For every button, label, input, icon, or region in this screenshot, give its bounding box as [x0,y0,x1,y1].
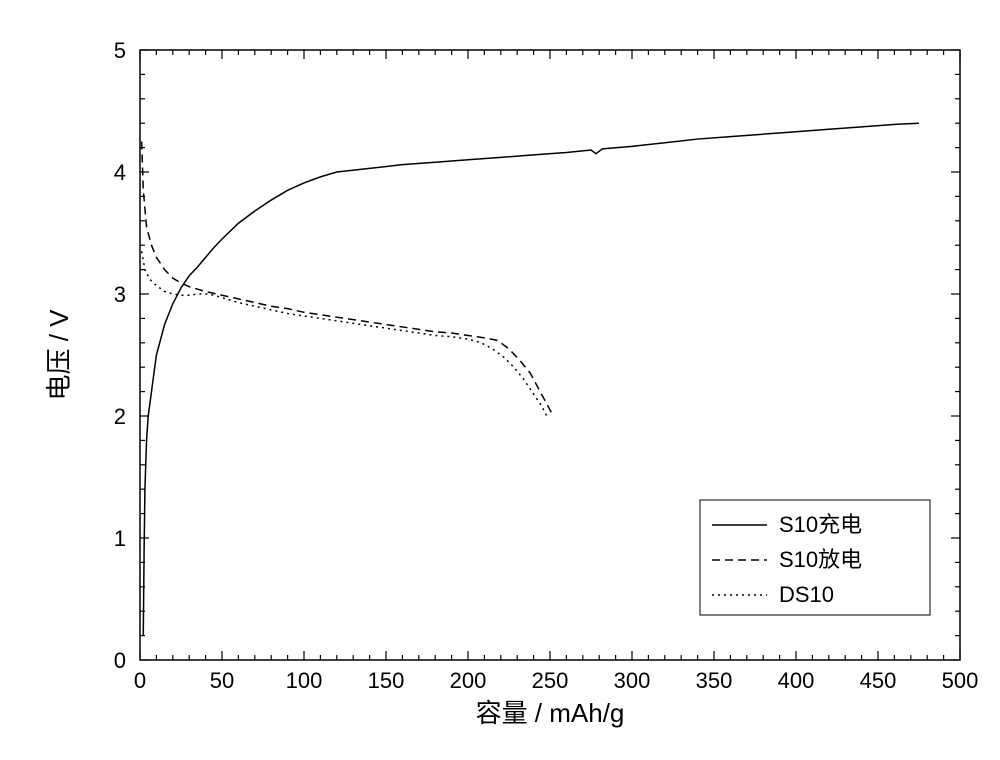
x-tick-label: 100 [286,668,323,693]
x-tick-label: 450 [860,668,897,693]
x-tick-label: 150 [368,668,405,693]
y-tick-label: 1 [114,526,126,551]
voltage-capacity-chart: 0 50 100 150 200 250 300 350 400 450 500 0 1 2 3 4 5 容量 /… [20,20,980,740]
y-tick-label: 3 [114,282,126,307]
legend-label: S10充电 [779,512,862,537]
x-axis-label: 容量 / mAh/g [476,698,625,728]
legend-label: DS10 [779,582,834,607]
y-tick-label: 0 [114,648,126,673]
x-tick-label: 200 [450,668,487,693]
y-tick-label: 2 [114,404,126,429]
legend-label: S10放电 [779,547,862,572]
x-tick-label: 50 [210,668,234,693]
x-tick-label: 400 [778,668,815,693]
x-tick-label: 300 [614,668,651,693]
chart-svg: 0 50 100 150 200 250 300 350 400 450 500 0 1 2 3 4 5 容量 /… [20,20,980,740]
y-axis-label: 电压 / V [44,309,74,401]
y-tick-label: 4 [114,160,126,185]
x-tick-label: 350 [696,668,733,693]
y-tick-label: 5 [114,38,126,63]
x-tick-label: 250 [532,668,569,693]
x-tick-label: 500 [942,668,979,693]
x-tick-label: 0 [134,668,146,693]
series-DS10 [142,251,547,416]
series-S10放电 [142,142,554,417]
